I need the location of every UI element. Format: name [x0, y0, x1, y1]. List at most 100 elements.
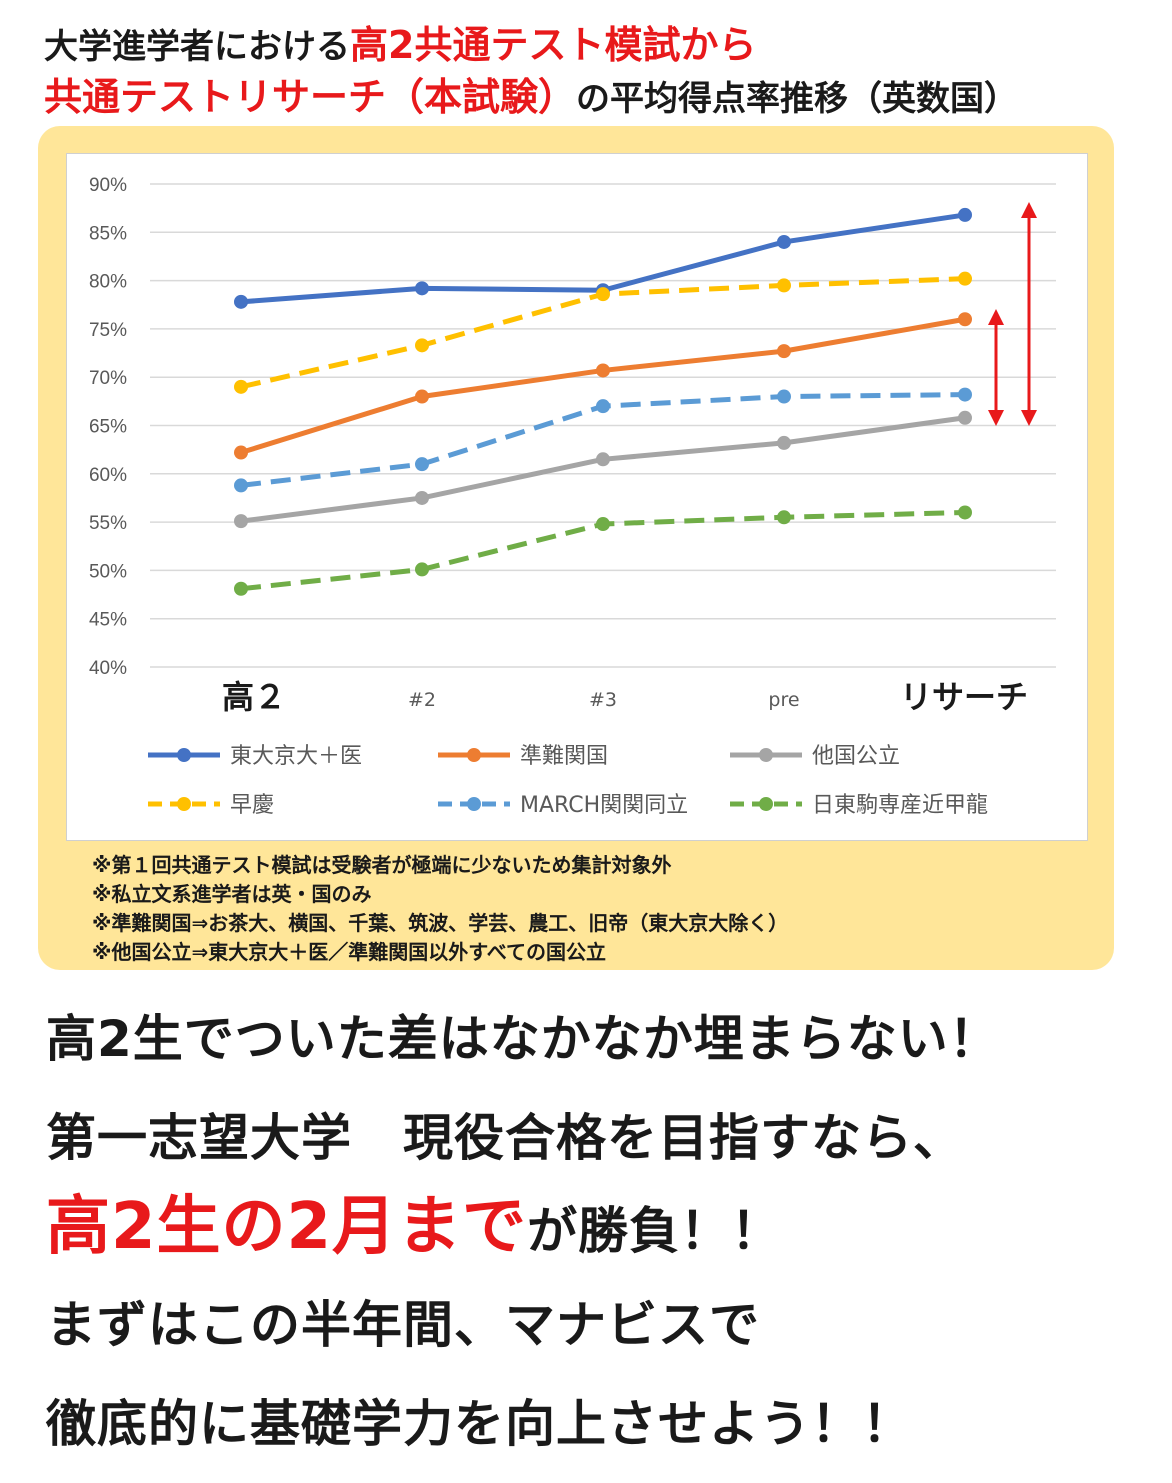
title-highlight-1: 高2共通テスト模試から — [350, 23, 757, 67]
series — [234, 271, 972, 394]
data-point — [958, 271, 972, 286]
legend-swatch-marker — [177, 748, 191, 762]
legend-label: 他国公立 — [812, 744, 900, 769]
data-point — [958, 505, 972, 520]
data-point — [777, 510, 791, 525]
title-highlight-2: 共通テストリサーチ（本試験） — [44, 75, 577, 119]
data-point — [596, 452, 610, 467]
data-point — [958, 410, 972, 425]
data-point — [596, 399, 610, 414]
y-tick-label: 75% — [89, 320, 127, 341]
y-tick-label: 65% — [89, 417, 127, 438]
x-tick-label: #3 — [589, 689, 617, 711]
footnotes: ※第１回共通テスト模試は受験者が極端に少ないため集計対象外 ※私立文系進学者は英… — [92, 851, 788, 967]
data-point — [958, 207, 972, 222]
data-point — [234, 445, 248, 460]
data-point — [234, 478, 248, 493]
gap-arrow — [988, 309, 1004, 426]
legend-item: 他国公立 — [730, 744, 900, 769]
data-point — [958, 387, 972, 402]
data-point — [234, 581, 248, 596]
chart-area — [66, 153, 1088, 841]
footnote: ※私立文系進学者は英・国のみ — [92, 882, 372, 906]
data-point — [415, 457, 429, 472]
legend-swatch-marker — [759, 748, 773, 762]
message-suffix: が勝負！！ — [527, 1202, 783, 1260]
message-line-1: 高2生でついた差はなかなか埋まらない！ — [46, 1010, 1000, 1068]
arrow-head — [988, 410, 1004, 426]
footnote: ※準難関国⇒お茶大、横国、千葉、筑波、学芸、農工、旧帝（東大京大除く） — [92, 911, 789, 935]
x-axis-ticks: 高２ #2 #3 pre リサーチ — [222, 678, 1028, 716]
data-point — [596, 287, 610, 302]
data-point — [415, 562, 429, 577]
y-tick-label: 70% — [89, 368, 127, 389]
legend-swatch-marker — [177, 797, 191, 811]
data-point — [415, 338, 429, 353]
series-line — [240, 415, 966, 524]
x-tick-label: pre — [768, 689, 799, 711]
legend-swatch-marker — [467, 748, 481, 762]
footnote: ※他国公立⇒東大京大＋医／準難関国以外すべての国公立 — [92, 940, 607, 964]
data-point — [958, 312, 972, 327]
legend-item: 日東駒専産近甲龍 — [730, 793, 988, 818]
legend-label: 早慶 — [230, 793, 274, 818]
title-line-1: 大学進学者における高2共通テスト模試から — [44, 26, 756, 64]
title-prefix: 大学進学者における — [44, 27, 350, 67]
x-tick-label: #2 — [408, 689, 436, 711]
y-tick-label: 45% — [89, 610, 127, 631]
legend-label: 準難関国 — [520, 744, 608, 769]
data-point — [234, 379, 248, 394]
data-point — [777, 278, 791, 293]
footnote: ※第１回共通テスト模試は受験者が極端に少ないため集計対象外 — [92, 853, 672, 877]
gap-arrows — [988, 202, 1037, 426]
data-point — [777, 234, 791, 249]
legend-swatch-marker — [467, 797, 481, 811]
y-tick-label: 80% — [89, 272, 127, 293]
message-line-3: 高2生の2月までが勝負！！ — [46, 1195, 782, 1259]
x-tick-label: 高２ — [222, 678, 286, 716]
legend-item: 準難関国 — [438, 744, 608, 769]
x-tick-label: リサーチ — [900, 678, 1028, 716]
legend-item: 東大京大＋医 — [148, 744, 362, 769]
message-highlight: 高2生の2月まで — [46, 1190, 528, 1264]
message-line-4: まずはこの半年間、マナビスで — [46, 1296, 760, 1354]
legend-item: 早慶 — [148, 793, 274, 818]
legend-item: MARCH関関同立 — [438, 793, 688, 818]
message-line-2: 第一志望大学 現役合格を目指すなら、 — [46, 1109, 964, 1167]
data-point — [415, 281, 429, 296]
data-point — [234, 514, 248, 529]
series-lines — [234, 207, 972, 596]
legend-label: MARCH関関同立 — [520, 793, 688, 818]
series — [234, 505, 972, 596]
data-point — [596, 363, 610, 378]
gap-arrow — [1021, 202, 1037, 426]
arrow-head — [1021, 410, 1037, 426]
legend-label: 東大京大＋医 — [230, 744, 362, 769]
y-tick-label: 55% — [89, 513, 127, 534]
series — [234, 410, 972, 529]
data-point — [777, 344, 791, 359]
data-point — [596, 517, 610, 532]
y-axis-ticks: 40% 45% 50% 55% 60% 65% 70% 75% 80% 85% 90% — [89, 175, 127, 679]
y-tick-label: 50% — [89, 561, 127, 582]
series — [234, 387, 972, 493]
y-tick-label: 40% — [89, 658, 127, 679]
data-point — [415, 490, 429, 505]
data-point — [415, 389, 429, 404]
title-suffix: の平均得点率推移（英数国） — [576, 79, 1019, 119]
data-point — [234, 294, 248, 309]
arrow-head — [988, 309, 1004, 325]
message-line-5: 徹底的に基礎学力を向上させよう！！ — [46, 1395, 913, 1453]
y-tick-label: 85% — [89, 223, 127, 244]
y-tick-label: 90% — [89, 175, 127, 196]
data-point — [777, 435, 791, 450]
data-point — [777, 389, 791, 404]
legend-label: 日東駒専産近甲龍 — [812, 793, 988, 818]
legend-swatch-marker — [759, 797, 773, 811]
arrow-head — [1021, 202, 1037, 218]
series — [234, 312, 972, 460]
y-tick-label: 60% — [89, 465, 127, 486]
title-line-2: 共通テストリサーチ（本試験）の平均得点率推移（英数国） — [44, 78, 1018, 116]
